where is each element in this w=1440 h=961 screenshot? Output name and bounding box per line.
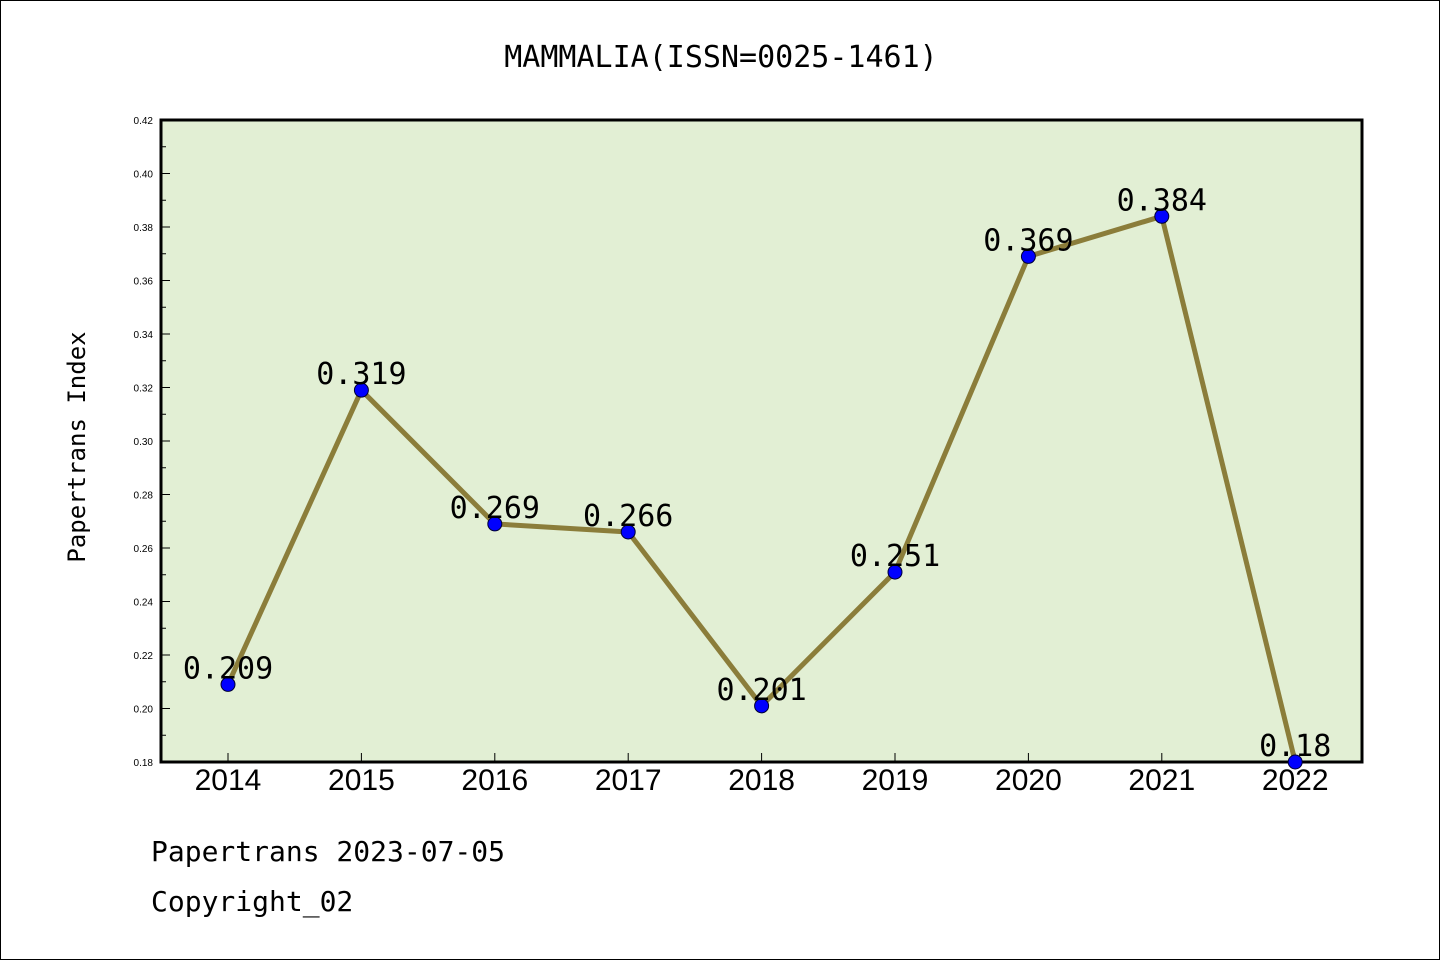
y-tick-label: 0.26 xyxy=(134,544,154,555)
y-axis-label: Papertrans Index xyxy=(63,331,91,562)
x-tick-label: 2018 xyxy=(728,764,795,797)
x-tick-label: 2021 xyxy=(1128,764,1195,797)
y-tick-label: 0.42 xyxy=(134,116,154,127)
data-point xyxy=(1154,208,1170,224)
y-tick-label: 0.34 xyxy=(134,330,154,341)
x-tick-label: 2020 xyxy=(995,764,1062,797)
series-points xyxy=(220,208,1303,770)
y-tick-label: 0.18 xyxy=(134,758,154,769)
data-point xyxy=(754,698,770,714)
data-label: 0.251 xyxy=(850,539,940,574)
data-labels: 0.209 0.319 0.269 0.266 0.201 0.251 0.369 0.384… xyxy=(183,183,1331,764)
y-tick-label: 0.20 xyxy=(134,705,154,716)
y-tick-label: 0.24 xyxy=(134,598,154,609)
data-label: 0.266 xyxy=(583,499,673,534)
x-axis: 2014 2015 2016 2017 2018 2019 2020 2021 2022 xyxy=(195,753,1329,797)
y-tick-label: 0.30 xyxy=(134,437,154,448)
x-tick-label: 2015 xyxy=(328,764,395,797)
data-label: 0.269 xyxy=(450,491,540,526)
data-label: 0.201 xyxy=(716,673,806,708)
plot-area xyxy=(159,118,1364,764)
data-point xyxy=(887,564,903,580)
data-label: 0.209 xyxy=(183,651,273,686)
data-point xyxy=(487,516,503,532)
x-tick-label: 2019 xyxy=(862,764,929,797)
x-tick-label: 2016 xyxy=(461,764,528,797)
y-tick-label: 0.28 xyxy=(134,491,154,502)
y-tick-label: 0.22 xyxy=(134,651,154,662)
data-point xyxy=(1020,248,1036,264)
data-label: 0.18 xyxy=(1259,729,1331,764)
footer-date: Papertrans 2023-07-05 xyxy=(151,835,506,868)
y-axis: 0.18 0.20 0.22 0.24 0.26 0.28 0.30 0.32 0.34 0.36… xyxy=(134,116,170,769)
data-point xyxy=(620,524,636,540)
x-tick-label: 2014 xyxy=(195,764,262,797)
data-point xyxy=(353,382,369,398)
y-tick-label: 0.40 xyxy=(134,170,154,181)
data-point xyxy=(1287,754,1303,770)
data-label: 0.369 xyxy=(983,223,1073,258)
data-label: 0.319 xyxy=(316,357,406,392)
data-label: 0.384 xyxy=(1117,183,1207,218)
y-tick-label: 0.38 xyxy=(134,223,154,234)
y-tick-label: 0.32 xyxy=(134,384,154,395)
data-point xyxy=(220,676,236,692)
chart-title: MAMMALIA(ISSN=0025-1461) xyxy=(504,40,937,75)
footer-copyright: Copyright_02 xyxy=(151,885,354,918)
x-tick-label: 2017 xyxy=(595,764,662,797)
y-tick-label: 0.36 xyxy=(134,277,154,288)
